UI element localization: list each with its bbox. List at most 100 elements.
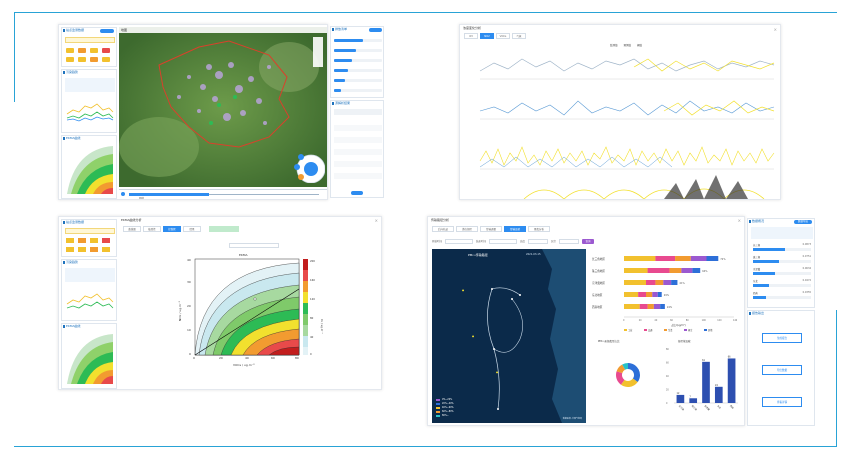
cbar-tick: 80 — [310, 316, 314, 320]
map-time: 2021-03-15 — [526, 253, 541, 256]
filter-label: 开始时间 — [432, 240, 443, 243]
scenario-select[interactable] — [229, 243, 279, 248]
tab-contribution[interactable]: 传输贡献 — [504, 226, 526, 232]
x-axis-label: 占比/(ug/m³) — [671, 323, 686, 327]
svg-text:●: ● — [496, 371, 498, 374]
tab-no2[interactable]: NO2 — [480, 33, 494, 39]
bar-segment — [624, 304, 640, 309]
region-column-chart: 0 20 40 60 80 12 长三角 7 珠三角 61 京津冀 24 东北 66 西南 — [666, 348, 738, 412]
bar-segment — [639, 304, 648, 309]
close-icon[interactable]: × — [773, 27, 777, 32]
column-value-label: 61 — [702, 359, 705, 362]
card-title: EKMA曲线 — [62, 324, 116, 329]
report-card: 报告输出 生成报告 导出数据 查看详情 — [747, 310, 815, 426]
frame-bottom-line — [14, 446, 837, 447]
bar-segment — [706, 256, 719, 261]
overview-label: 西南 — [753, 292, 758, 295]
end-date-input[interactable] — [489, 238, 518, 244]
tab-curve[interactable]: 曲线图 — [123, 226, 141, 232]
bar-total-label: 72% — [720, 258, 726, 261]
overview-value: 0.0873 — [802, 243, 811, 246]
confirm-button[interactable] — [351, 191, 363, 195]
query-button[interactable]: 查询 — [582, 238, 595, 244]
export-data-button[interactable]: 导出数据 — [762, 365, 802, 375]
station-badges-row2 — [66, 57, 110, 62]
tab-psca[interactable]: 潜在源区 — [456, 226, 478, 232]
x-tick: 0 — [193, 356, 195, 360]
bar-segment — [660, 304, 665, 309]
bar-segment — [657, 292, 662, 297]
timeline-bar[interactable]: 图例 — [119, 189, 327, 199]
map-toolbar[interactable] — [313, 37, 323, 67]
emission-bar — [334, 79, 382, 82]
radial-menu[interactable] — [289, 147, 325, 183]
bar-segment — [652, 292, 658, 297]
frame-left-line — [14, 12, 15, 102]
bar-segment — [655, 256, 676, 261]
y-tick: 80 — [666, 348, 669, 351]
status-badge — [78, 57, 86, 62]
tab-scenario[interactable]: 情景 — [183, 226, 201, 232]
bar-segment — [675, 256, 691, 261]
y-tick: 40 — [187, 258, 191, 262]
status-badge — [102, 57, 110, 62]
column-category-label: 长三角 — [678, 404, 685, 411]
bar-category-label: 西南地区 — [592, 305, 603, 309]
satellite-map[interactable]: 地图 — [119, 27, 327, 187]
play-icon[interactable] — [121, 192, 125, 196]
card-title: 站点监测数据 — [62, 220, 116, 225]
cbar-label: O₃ / ug·m⁻³ — [320, 319, 324, 334]
ekma-mini-chart — [67, 334, 113, 384]
export-button[interactable]: 数据导出 — [794, 220, 812, 224]
overview-item: 京津冀 0.0634 — [751, 267, 813, 279]
alert-strip — [65, 228, 115, 234]
view-detail-button[interactable]: 查看详情 — [762, 397, 802, 407]
timeline-progress — [129, 193, 209, 196]
legend-label: 工业 — [628, 328, 633, 332]
start-date-input[interactable] — [445, 238, 474, 244]
overview-value: 0.0634 — [802, 267, 811, 270]
emission-bar — [334, 49, 382, 52]
bar-total-label: 41% — [679, 282, 685, 285]
column-bar — [676, 394, 685, 403]
bar-segment — [655, 280, 664, 285]
pie-slice — [622, 363, 628, 370]
tab-backtraj[interactable]: 后向轨迹 — [432, 226, 454, 232]
level-select[interactable] — [559, 238, 580, 244]
close-icon[interactable]: × — [374, 218, 378, 223]
overview-list: 长三角 0.0873 珠三角 0.0751 京津冀 0.0634 东北 0.0472 西南 0.0… — [751, 243, 813, 303]
tab-cluster[interactable]: 聚类分析 — [528, 226, 550, 232]
trend-mini-chart — [66, 293, 114, 309]
bar-segment — [653, 304, 661, 309]
bar-category-label: 珠三角地区 — [592, 269, 605, 273]
tab-o3[interactable]: O3 — [464, 33, 478, 39]
tab-weather[interactable]: 气象 — [512, 33, 526, 39]
station-badges — [66, 238, 110, 243]
tab-flux[interactable]: 传输通量 — [480, 226, 502, 232]
bar-total-label: 64% — [702, 270, 708, 273]
overview-label: 珠三角 — [753, 256, 761, 259]
status-badge — [66, 48, 74, 53]
frame-top-line — [14, 12, 837, 13]
trend-mini-chart — [66, 103, 114, 122]
tab-control[interactable]: 控制区 — [163, 226, 181, 232]
overview-value: 0.0751 — [802, 255, 811, 258]
tab-sensitivity[interactable]: 敏感性 — [143, 226, 161, 232]
pie-slice — [628, 363, 640, 383]
generate-report-button[interactable]: 生成报告 — [762, 333, 802, 343]
x-tick: 60 — [670, 319, 673, 322]
tab-vocs[interactable]: VOCs — [496, 33, 510, 39]
bar-segment — [646, 292, 653, 297]
data-overview-card: 数据概况 数据导出 长三角 0.0873 珠三角 0.0751 京津冀 0.0634 东北 0… — [747, 218, 815, 308]
data-source: 数据来源: 中国气象局 — [562, 418, 582, 420]
trajectory-map[interactable]: ●●●● PM₂.₅传输路径 2021-03-15 0%~20% 20%~40%… — [432, 249, 586, 423]
more-button[interactable] — [369, 28, 382, 32]
height-select[interactable] — [528, 238, 549, 244]
status-badge — [78, 48, 86, 53]
y-tick: 20 — [666, 389, 669, 392]
y-tick: 10 — [187, 328, 191, 332]
overview-label: 京津冀 — [753, 268, 761, 271]
bar-segment — [624, 256, 656, 261]
more-button[interactable] — [100, 29, 114, 33]
close-icon[interactable]: × — [737, 218, 741, 223]
